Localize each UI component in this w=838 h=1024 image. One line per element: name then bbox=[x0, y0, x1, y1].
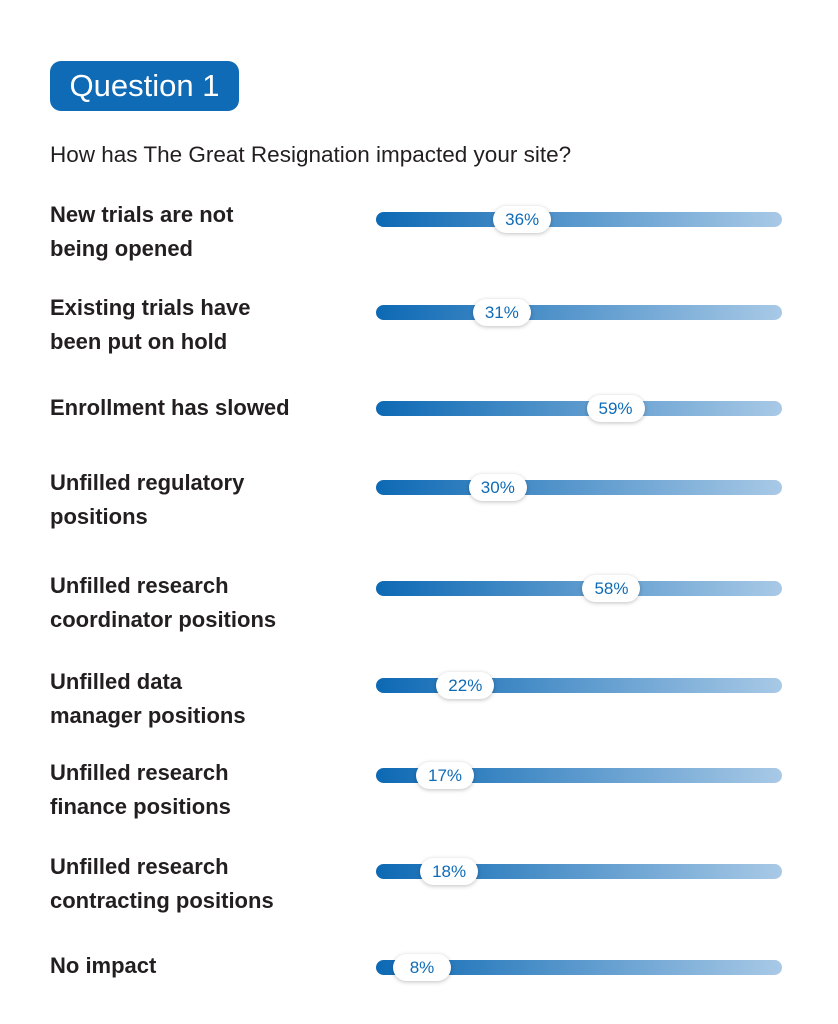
bar-track bbox=[376, 480, 782, 495]
category-label: Enrollment has slowed bbox=[50, 395, 290, 420]
category-label: Unfilled research contracting positions bbox=[50, 854, 274, 913]
category-label: Unfilled research coordinator positions bbox=[50, 573, 277, 632]
category-label: New trials are not being opened bbox=[50, 202, 234, 261]
category-label: Existing trials have been put on hold bbox=[50, 295, 251, 354]
bar-track bbox=[376, 581, 782, 596]
data-label: 17% bbox=[416, 762, 475, 789]
category-label: Unfilled research finance positions bbox=[50, 760, 231, 819]
data-label: 58% bbox=[582, 575, 641, 602]
category-label: Unfilled regulatory positions bbox=[50, 470, 245, 529]
data-label: 18% bbox=[420, 858, 479, 885]
bar-track bbox=[376, 212, 782, 227]
data-label: 8% bbox=[393, 954, 451, 981]
question-text: How has The Great Resignation impacted y… bbox=[50, 142, 572, 167]
bar-track bbox=[376, 960, 782, 975]
category-label: Unfilled data manager positions bbox=[50, 669, 246, 728]
data-label: 22% bbox=[436, 672, 495, 699]
data-label: 31% bbox=[472, 299, 531, 326]
data-label: 36% bbox=[493, 206, 552, 233]
bar-track bbox=[376, 305, 782, 320]
data-label: 59% bbox=[586, 395, 645, 422]
category-label: No impact bbox=[50, 953, 157, 978]
bar-track bbox=[376, 768, 782, 783]
question-badge: Question 1 bbox=[50, 61, 239, 111]
data-label: 30% bbox=[468, 474, 527, 501]
bar-track bbox=[376, 401, 782, 416]
